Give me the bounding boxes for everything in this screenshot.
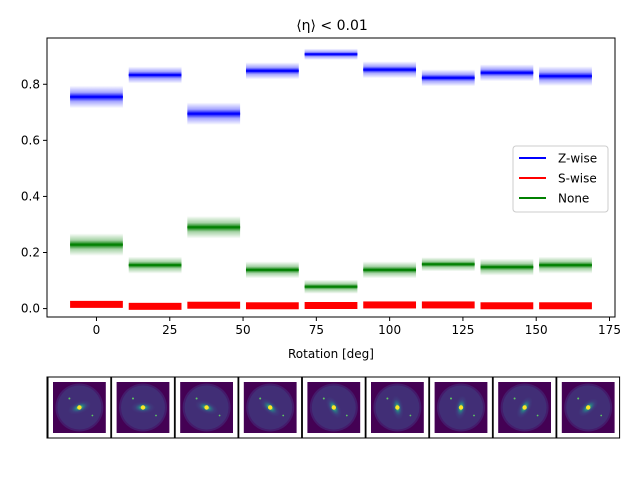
x-tick-label: 150 [525,323,548,337]
z-wise-median-rot-160 [539,75,592,78]
z-wise-median-rot-140 [480,71,534,74]
z-wise-median-rot-60 [245,69,299,72]
x-tick-label: 125 [451,323,474,337]
x-axis: 0 25 50 75 100 125 150 175 [93,317,621,337]
s-wise-band-rot-160 [539,302,592,310]
thumbnail-1 [47,376,112,439]
s-wise-band-rot-60 [245,302,299,310]
z-wise-median-rot-100 [363,68,417,71]
y-tick-label: 0.8 [21,77,40,91]
thumbnail-7 [429,376,493,439]
x-tick-label: 0 [93,323,101,337]
s-wise-band-rot-140 [480,302,534,310]
s-wise-band-rot-80 [304,302,358,309]
x-tick-label: 50 [235,323,250,337]
legend-box [512,145,609,213]
x-axis-label: Rotation [deg] [288,347,374,361]
axes-frame [46,37,616,318]
none-median-rot-120 [421,263,475,266]
bands-layer [70,48,592,310]
legend-label-s-wise: S-wise [558,172,597,186]
chart-title: ⟨η⟩ < 0.01 [296,18,368,34]
z-wise-median-rot-40 [187,112,241,115]
thumbnail-6 [365,376,430,439]
none-median-rot-60 [245,268,299,271]
none-median-rot-20 [128,264,182,267]
s-wise-band-rot-120 [421,301,475,309]
none-median-rot-100 [363,268,417,271]
x-tick-label: 75 [309,323,324,337]
s-wise-band-rot-0 [70,300,123,308]
y-tick-label: 0.6 [21,133,40,147]
none-median-rot-0 [70,243,123,246]
legend[interactable]: Z-wise S-wise None [512,145,609,213]
z-wise-median-rot-0 [70,95,123,98]
legend-label-z-wise: Z-wise [558,152,597,166]
thumbnail-8 [492,376,557,439]
thumbnail-4 [238,376,303,439]
legend-label-none: None [558,192,589,206]
none-median-rot-40 [187,226,241,229]
none-median-rot-80 [304,285,358,288]
s-wise-band-rot-20 [128,302,182,310]
y-axis: 0.0 0.2 0.4 0.6 0.8 [21,77,47,316]
y-tick-label: 0.4 [21,189,40,203]
z-wise-median-rot-80 [304,53,358,56]
x-tick-label: 175 [598,323,621,337]
s-wise-band-rot-100 [363,301,417,309]
thumbnail-2 [111,376,175,439]
thumbnail-3 [174,376,239,439]
none-median-rot-160 [539,264,592,267]
y-tick-label: 0.2 [21,246,40,260]
y-tick-label: 0.0 [21,302,40,316]
s-wise-band-rot-40 [187,301,241,309]
thumbnail-5 [301,376,366,439]
thumbnail-9 [556,376,621,439]
thumbnail-row [47,376,621,439]
z-wise-median-rot-20 [128,74,182,77]
x-tick-label: 100 [378,323,401,337]
z-wise-median-rot-120 [421,76,475,79]
none-median-rot-140 [480,266,534,269]
x-tick-label: 25 [162,323,177,337]
